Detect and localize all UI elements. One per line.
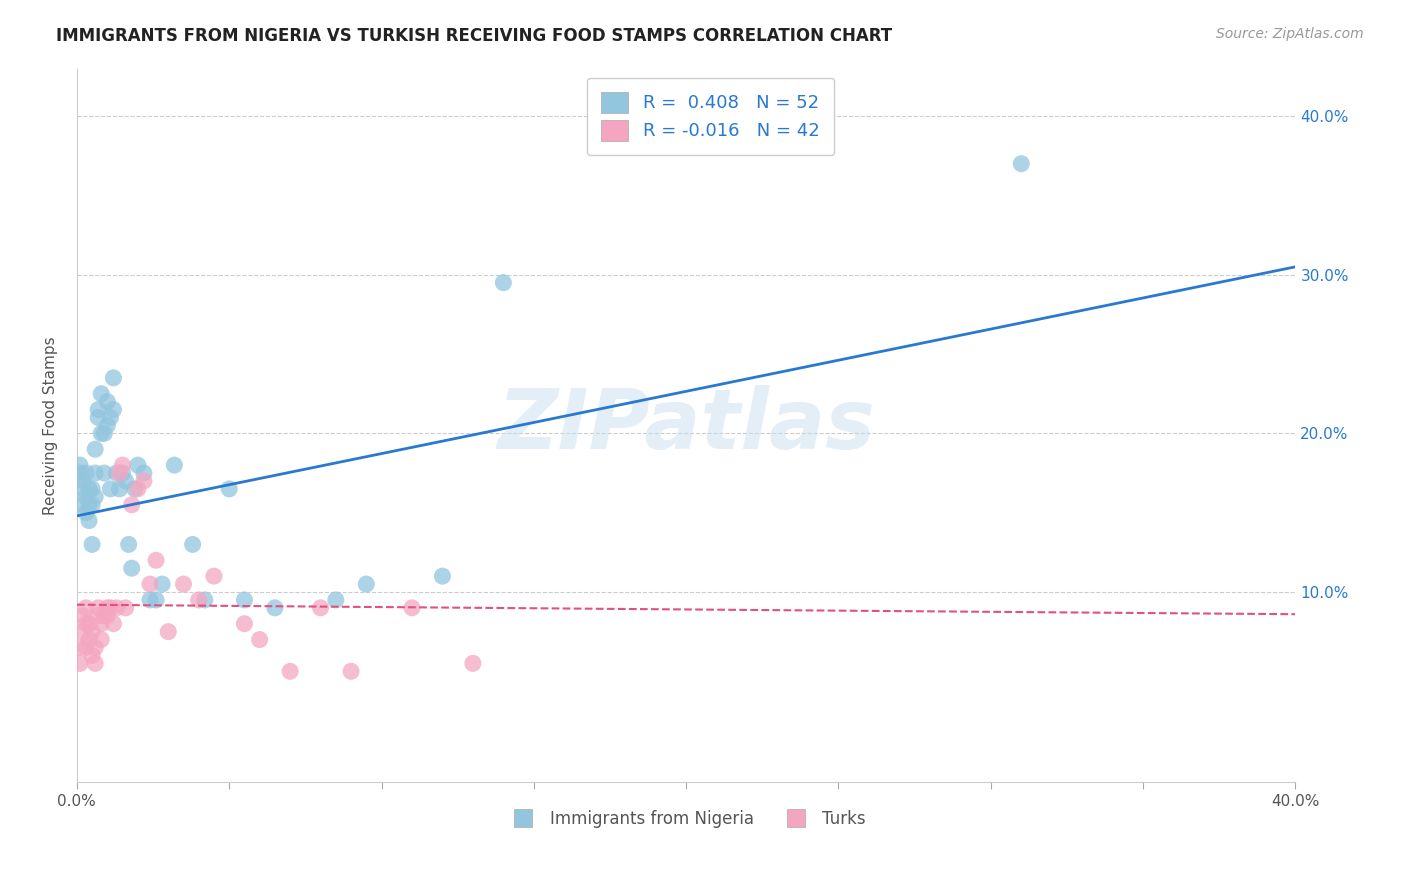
- Point: [157, 624, 180, 639]
- Point: [132, 474, 155, 488]
- Point: [82, 482, 104, 496]
- Point: [77, 632, 100, 647]
- Point: [181, 537, 204, 551]
- Point: [132, 466, 155, 480]
- Y-axis label: Receiving Food Stamps: Receiving Food Stamps: [44, 336, 58, 515]
- Point: [93, 608, 115, 623]
- Point: [492, 276, 515, 290]
- Point: [69, 640, 91, 655]
- Point: [84, 466, 107, 480]
- Point: [356, 577, 378, 591]
- Point: [75, 600, 97, 615]
- Point: [108, 482, 131, 496]
- Point: [139, 577, 162, 591]
- Point: [72, 624, 94, 639]
- Point: [72, 482, 94, 496]
- Point: [114, 474, 136, 488]
- Point: [75, 466, 97, 480]
- Point: [100, 410, 122, 425]
- Point: [82, 648, 104, 663]
- Point: [93, 426, 115, 441]
- Point: [90, 616, 112, 631]
- Point: [96, 418, 118, 433]
- Point: [114, 600, 136, 615]
- Point: [187, 593, 209, 607]
- Point: [82, 624, 104, 639]
- Point: [325, 593, 347, 607]
- Point: [84, 640, 107, 655]
- Point: [84, 442, 107, 457]
- Point: [105, 600, 128, 615]
- Point: [264, 600, 287, 615]
- Point: [77, 482, 100, 496]
- Point: [127, 458, 149, 472]
- Point: [75, 506, 97, 520]
- Point: [202, 569, 225, 583]
- Point: [90, 632, 112, 647]
- Point: [72, 498, 94, 512]
- Point: [75, 616, 97, 631]
- Point: [69, 458, 91, 472]
- Point: [111, 458, 134, 472]
- Point: [84, 657, 107, 671]
- Point: [96, 608, 118, 623]
- Point: [233, 593, 256, 607]
- Point: [218, 482, 240, 496]
- Point: [105, 466, 128, 480]
- Point: [309, 600, 332, 615]
- Text: ZIPatlas: ZIPatlas: [498, 385, 875, 466]
- Point: [87, 600, 110, 615]
- Point: [103, 371, 125, 385]
- Point: [87, 608, 110, 623]
- Point: [100, 600, 122, 615]
- Point: [103, 616, 125, 631]
- Point: [278, 665, 301, 679]
- Point: [340, 665, 363, 679]
- Text: Source: ZipAtlas.com: Source: ZipAtlas.com: [1216, 27, 1364, 41]
- Point: [84, 490, 107, 504]
- Point: [77, 514, 100, 528]
- Point: [75, 640, 97, 655]
- Point: [163, 458, 186, 472]
- Point: [90, 386, 112, 401]
- Point: [1010, 157, 1032, 171]
- Point: [96, 394, 118, 409]
- Point: [124, 482, 146, 496]
- Point: [118, 537, 141, 551]
- Point: [121, 561, 143, 575]
- Legend: Immigrants from Nigeria, Turks: Immigrants from Nigeria, Turks: [501, 804, 873, 835]
- Point: [82, 498, 104, 512]
- Point: [108, 466, 131, 480]
- Point: [103, 402, 125, 417]
- Point: [69, 466, 91, 480]
- Point: [93, 466, 115, 480]
- Point: [127, 482, 149, 496]
- Point: [461, 657, 484, 671]
- Point: [121, 498, 143, 512]
- Point: [82, 537, 104, 551]
- Point: [150, 577, 173, 591]
- Point: [90, 426, 112, 441]
- Point: [69, 657, 91, 671]
- Point: [432, 569, 454, 583]
- Point: [77, 498, 100, 512]
- Point: [87, 402, 110, 417]
- Point: [249, 632, 271, 647]
- Point: [72, 608, 94, 623]
- Point: [194, 593, 217, 607]
- Point: [100, 482, 122, 496]
- Point: [77, 616, 100, 631]
- Point: [145, 553, 167, 567]
- Point: [139, 593, 162, 607]
- Point: [145, 593, 167, 607]
- Point: [111, 466, 134, 480]
- Text: IMMIGRANTS FROM NIGERIA VS TURKISH RECEIVING FOOD STAMPS CORRELATION CHART: IMMIGRANTS FROM NIGERIA VS TURKISH RECEI…: [56, 27, 893, 45]
- Point: [96, 600, 118, 615]
- Point: [401, 600, 423, 615]
- Point: [233, 616, 256, 631]
- Point: [75, 490, 97, 504]
- Point: [72, 474, 94, 488]
- Point: [87, 410, 110, 425]
- Point: [173, 577, 195, 591]
